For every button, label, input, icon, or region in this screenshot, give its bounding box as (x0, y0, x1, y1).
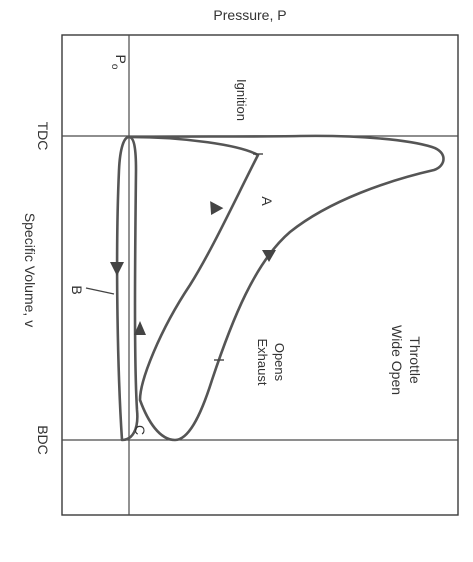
bdc-label: BDC (35, 425, 51, 455)
exhaust-line1: Exhaust (255, 339, 270, 386)
point-b-label: B (69, 285, 85, 294)
svg-text:Po: Po (109, 55, 129, 70)
throttle-line1: Wide Open (389, 325, 405, 395)
point-c-label: C (132, 425, 148, 435)
power-loop-curve (127, 134, 445, 442)
tdc-label: TDC (35, 122, 51, 151)
atmospheric-pressure-label: Po (109, 55, 129, 70)
plot-frame (61, 34, 459, 516)
wide-open-throttle-label: Wide Open Throttle (389, 325, 423, 395)
point-a-label: A (259, 196, 275, 206)
throttle-line2: Throttle (407, 336, 423, 384)
compression-arrow-icon (210, 201, 224, 215)
exhaust-line2: Opens (272, 343, 287, 382)
volume-axis-title: Specific Volume, v (22, 213, 38, 327)
exhaust-opens-label: Exhaust Opens (255, 339, 287, 386)
pressure-axis-title: Pressure, P (213, 7, 286, 23)
expansion-arrow-icon (262, 250, 276, 262)
po-main: P (113, 55, 129, 64)
point-b-leader (85, 287, 115, 295)
po-subscript: o (109, 64, 120, 70)
exhaust-stroke-arrow-icon (110, 262, 124, 276)
intake-stroke-arrow-icon (134, 321, 146, 335)
pumping-loop-curve (115, 135, 139, 442)
ignition-label: Ignition (234, 79, 249, 121)
